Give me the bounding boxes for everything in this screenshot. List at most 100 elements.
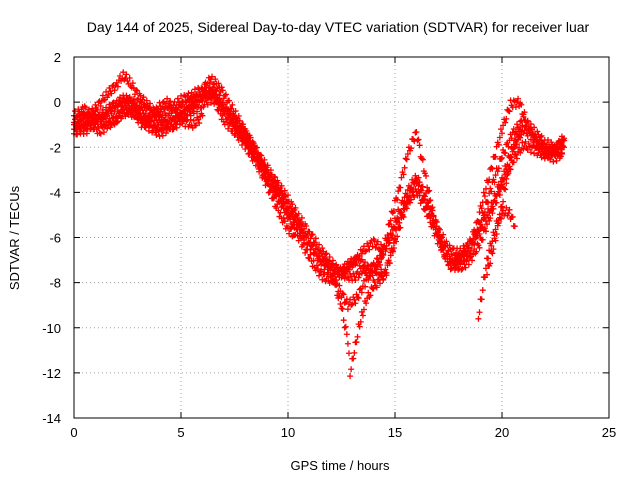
data-point	[319, 276, 326, 283]
data-point	[340, 291, 347, 298]
data-point	[153, 132, 160, 139]
data-point	[168, 106, 175, 113]
data-point	[194, 108, 201, 115]
data-point	[342, 323, 349, 330]
data-point	[186, 105, 193, 112]
data-point	[478, 296, 485, 303]
data-point	[104, 125, 111, 132]
data-point	[469, 257, 476, 264]
data-point	[106, 84, 113, 91]
data-point	[421, 170, 428, 177]
data-point	[260, 171, 267, 178]
data-point	[500, 198, 507, 205]
data-point	[495, 219, 502, 226]
data-point	[192, 122, 199, 129]
data-point	[158, 106, 165, 113]
data-point	[343, 268, 350, 275]
data-point	[249, 151, 256, 158]
data-point	[530, 130, 537, 137]
data-point	[109, 83, 116, 90]
data-point	[152, 112, 159, 119]
data-point	[321, 255, 328, 262]
data-point	[173, 124, 180, 131]
data-point	[443, 251, 450, 258]
data-point	[163, 125, 170, 132]
data-point	[380, 251, 387, 258]
data-point	[159, 99, 166, 106]
data-point	[355, 257, 362, 264]
data-point	[264, 162, 271, 169]
data-point	[97, 118, 104, 125]
data-point	[230, 113, 237, 120]
data-point	[305, 254, 312, 261]
data-point	[343, 331, 350, 338]
data-point	[261, 168, 268, 175]
data-point	[401, 164, 408, 171]
data-point	[421, 206, 428, 213]
data-point	[429, 219, 436, 226]
data-point	[493, 231, 500, 238]
data-point	[92, 121, 99, 128]
data-point	[496, 134, 503, 141]
data-point	[157, 112, 164, 119]
data-point	[489, 210, 496, 217]
data-point	[204, 101, 211, 108]
x-tick-label: 5	[177, 425, 184, 440]
data-point	[144, 103, 151, 110]
data-point	[362, 259, 369, 266]
y-tick-label: -2	[49, 140, 61, 155]
data-point	[109, 115, 116, 122]
data-point	[308, 242, 315, 249]
data-point	[354, 294, 361, 301]
data-point	[476, 244, 483, 251]
data-point	[413, 129, 420, 136]
data-point	[402, 190, 409, 197]
data-point	[142, 110, 149, 117]
data-point	[126, 104, 133, 111]
data-point	[199, 112, 206, 119]
data-point	[482, 228, 489, 235]
data-point	[143, 115, 150, 122]
data-point	[492, 237, 499, 244]
data-point	[400, 171, 407, 178]
data-point	[195, 116, 202, 123]
data-point	[554, 146, 561, 153]
data-point	[433, 219, 440, 226]
data-point	[492, 226, 499, 233]
data-point	[363, 247, 370, 254]
data-point	[430, 224, 437, 231]
data-point	[495, 165, 502, 172]
data-point	[509, 213, 516, 220]
data-point	[524, 118, 531, 125]
data-point	[386, 260, 393, 267]
data-point	[517, 149, 524, 156]
data-point	[332, 280, 339, 287]
data-point	[348, 366, 355, 373]
data-point	[365, 276, 372, 283]
data-point	[481, 193, 488, 200]
data-point	[522, 138, 529, 145]
data-point	[351, 273, 358, 280]
data-point	[103, 106, 110, 113]
data-point	[465, 245, 472, 252]
data-point	[426, 197, 433, 204]
data-point	[348, 302, 355, 309]
data-point	[380, 276, 387, 283]
data-point	[206, 79, 213, 86]
data-point	[490, 176, 497, 183]
data-point	[488, 188, 495, 195]
data-point	[435, 225, 442, 232]
data-point	[511, 223, 518, 230]
data-point	[374, 256, 381, 263]
data-point	[375, 259, 382, 266]
data-point	[496, 214, 503, 221]
data-point	[493, 199, 500, 206]
data-point	[114, 107, 121, 114]
data-point	[196, 91, 203, 98]
data-point	[518, 101, 525, 108]
data-point	[482, 265, 489, 272]
data-point	[369, 243, 376, 250]
data-point	[497, 126, 504, 133]
data-point	[378, 241, 385, 248]
data-point	[253, 144, 260, 151]
